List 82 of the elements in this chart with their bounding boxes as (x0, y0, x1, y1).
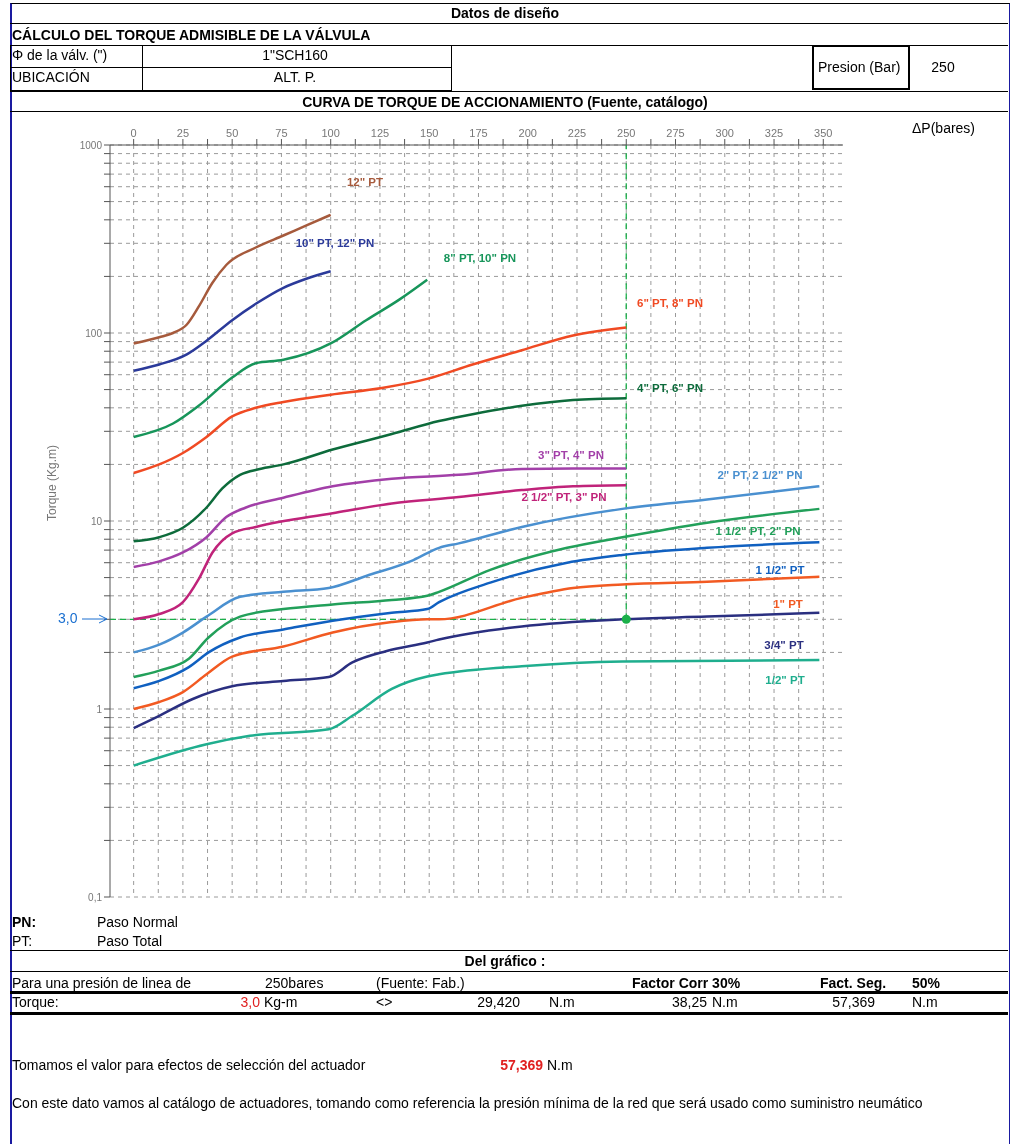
chart-title: CURVA DE TORQUE DE ACCIONAMIENTO (Fuente, catálogo) (301, 94, 709, 110)
series-label: 1" PT (773, 598, 803, 610)
x-tick-label: 50 (226, 127, 239, 139)
y-tick-label: 10 (90, 515, 103, 527)
line-series (132, 485, 821, 654)
text: Factor Corr 30% (632, 975, 741, 991)
line-series (132, 467, 628, 569)
line-series (132, 396, 628, 543)
text: 1"SCH160 (262, 47, 328, 63)
text: Presion (Bar) (818, 59, 901, 75)
series-label: 1/2" PT (765, 674, 805, 686)
series-label: 2 1/2" PT, 3" PN (521, 491, 607, 503)
x-tick-label: 300 (715, 127, 734, 139)
series-label: 1 1/2" PT, 2" PN (715, 525, 801, 537)
x-tick-label: 225 (567, 127, 587, 139)
y-tick-label: 1 (96, 703, 103, 715)
ref-line-label: 3,0 (58, 610, 78, 627)
text: 250 (931, 59, 955, 75)
x-tick-label: 350 (814, 127, 833, 139)
text: 38,25 (671, 994, 707, 1010)
text: Para una presión de linea de (12, 975, 192, 991)
line-series (132, 483, 628, 621)
text: Kg-m (264, 994, 298, 1010)
text: (Fuente: Fab.) (376, 975, 465, 991)
line-series (132, 541, 821, 690)
text: Φ de la válv. (") (12, 47, 108, 63)
text: Paso Total (97, 933, 163, 949)
y-tick-label: 0,1 (88, 891, 103, 903)
x-tick-label: 200 (518, 127, 537, 139)
text: <> (376, 994, 393, 1010)
text: UBICACIÓN (12, 69, 90, 85)
text: PN: (12, 914, 37, 930)
text: 10" PT, 12" PN (295, 237, 375, 249)
text: PT: (12, 933, 33, 949)
x-tick-label: 0 (130, 127, 137, 139)
text: N.m (712, 994, 738, 1010)
text: Paso Normal (97, 914, 178, 930)
y-axis-title: Torque (Kg.m) (45, 444, 60, 521)
x-tick-label: 100 (321, 127, 340, 139)
y-tick-label: 100 (85, 327, 103, 339)
x-axis-title: ΔP(bares) (912, 120, 976, 136)
x-tick-label: 175 (469, 127, 488, 139)
line-series (132, 575, 821, 711)
x-tick-label: 150 (420, 127, 439, 139)
text: 57,369 (500, 1057, 543, 1073)
series-label: 6" PT, 8" PN (637, 297, 703, 309)
y-tick-label: 1000 (79, 139, 103, 151)
series-label: 8" PT, 10" PN (443, 252, 517, 264)
x-tick-label: 275 (666, 127, 685, 139)
line-series (132, 658, 821, 767)
text: ALT. P. (273, 69, 317, 85)
line-series (132, 213, 332, 345)
series-label: 2" PT, 2 1/2" PN (717, 469, 803, 481)
text: CÁLCULO DEL TORQUE ADMISIBLE DE LA VÁLVULA (12, 27, 371, 43)
line-series (132, 270, 332, 372)
text: N.m (912, 994, 938, 1010)
text: Torque: (12, 994, 59, 1010)
x-tick-label: 75 (275, 127, 288, 139)
text: 50% (912, 975, 941, 991)
text: Datos de diseño (450, 5, 560, 21)
series-label: 3" PT, 4" PN (538, 449, 604, 461)
text: Fact. Seg. (820, 975, 887, 991)
line-series (132, 326, 628, 475)
text: Del gráfico : (464, 953, 546, 969)
text: 57,369 (832, 994, 875, 1010)
text: N.m (549, 994, 575, 1010)
text: 3/4" PT (764, 639, 804, 651)
x-tick-label: 25 (176, 127, 190, 139)
text: 3,0 (240, 994, 260, 1010)
line-series (132, 278, 429, 439)
text: 12" PT (346, 176, 384, 188)
x-tick-label: 250 (617, 127, 636, 139)
x-tick-label: 325 (764, 127, 784, 139)
text: Con este dato vamos al catálogo de actuadores, tomando como referencia la presión mínima de la red que será usado como suministro neumático (12, 1095, 923, 1111)
series-label: 1 1/2" PT (755, 564, 805, 576)
text: 29,420 (477, 994, 520, 1010)
series-label: 4" PT, 6" PN (637, 382, 703, 394)
line-series (132, 611, 821, 730)
x-tick-label: 125 (370, 127, 390, 139)
text: N.m (547, 1057, 573, 1073)
text: Tomamos el valor para efectos de selección del actuador (12, 1057, 366, 1073)
text: 250bares (265, 975, 324, 991)
